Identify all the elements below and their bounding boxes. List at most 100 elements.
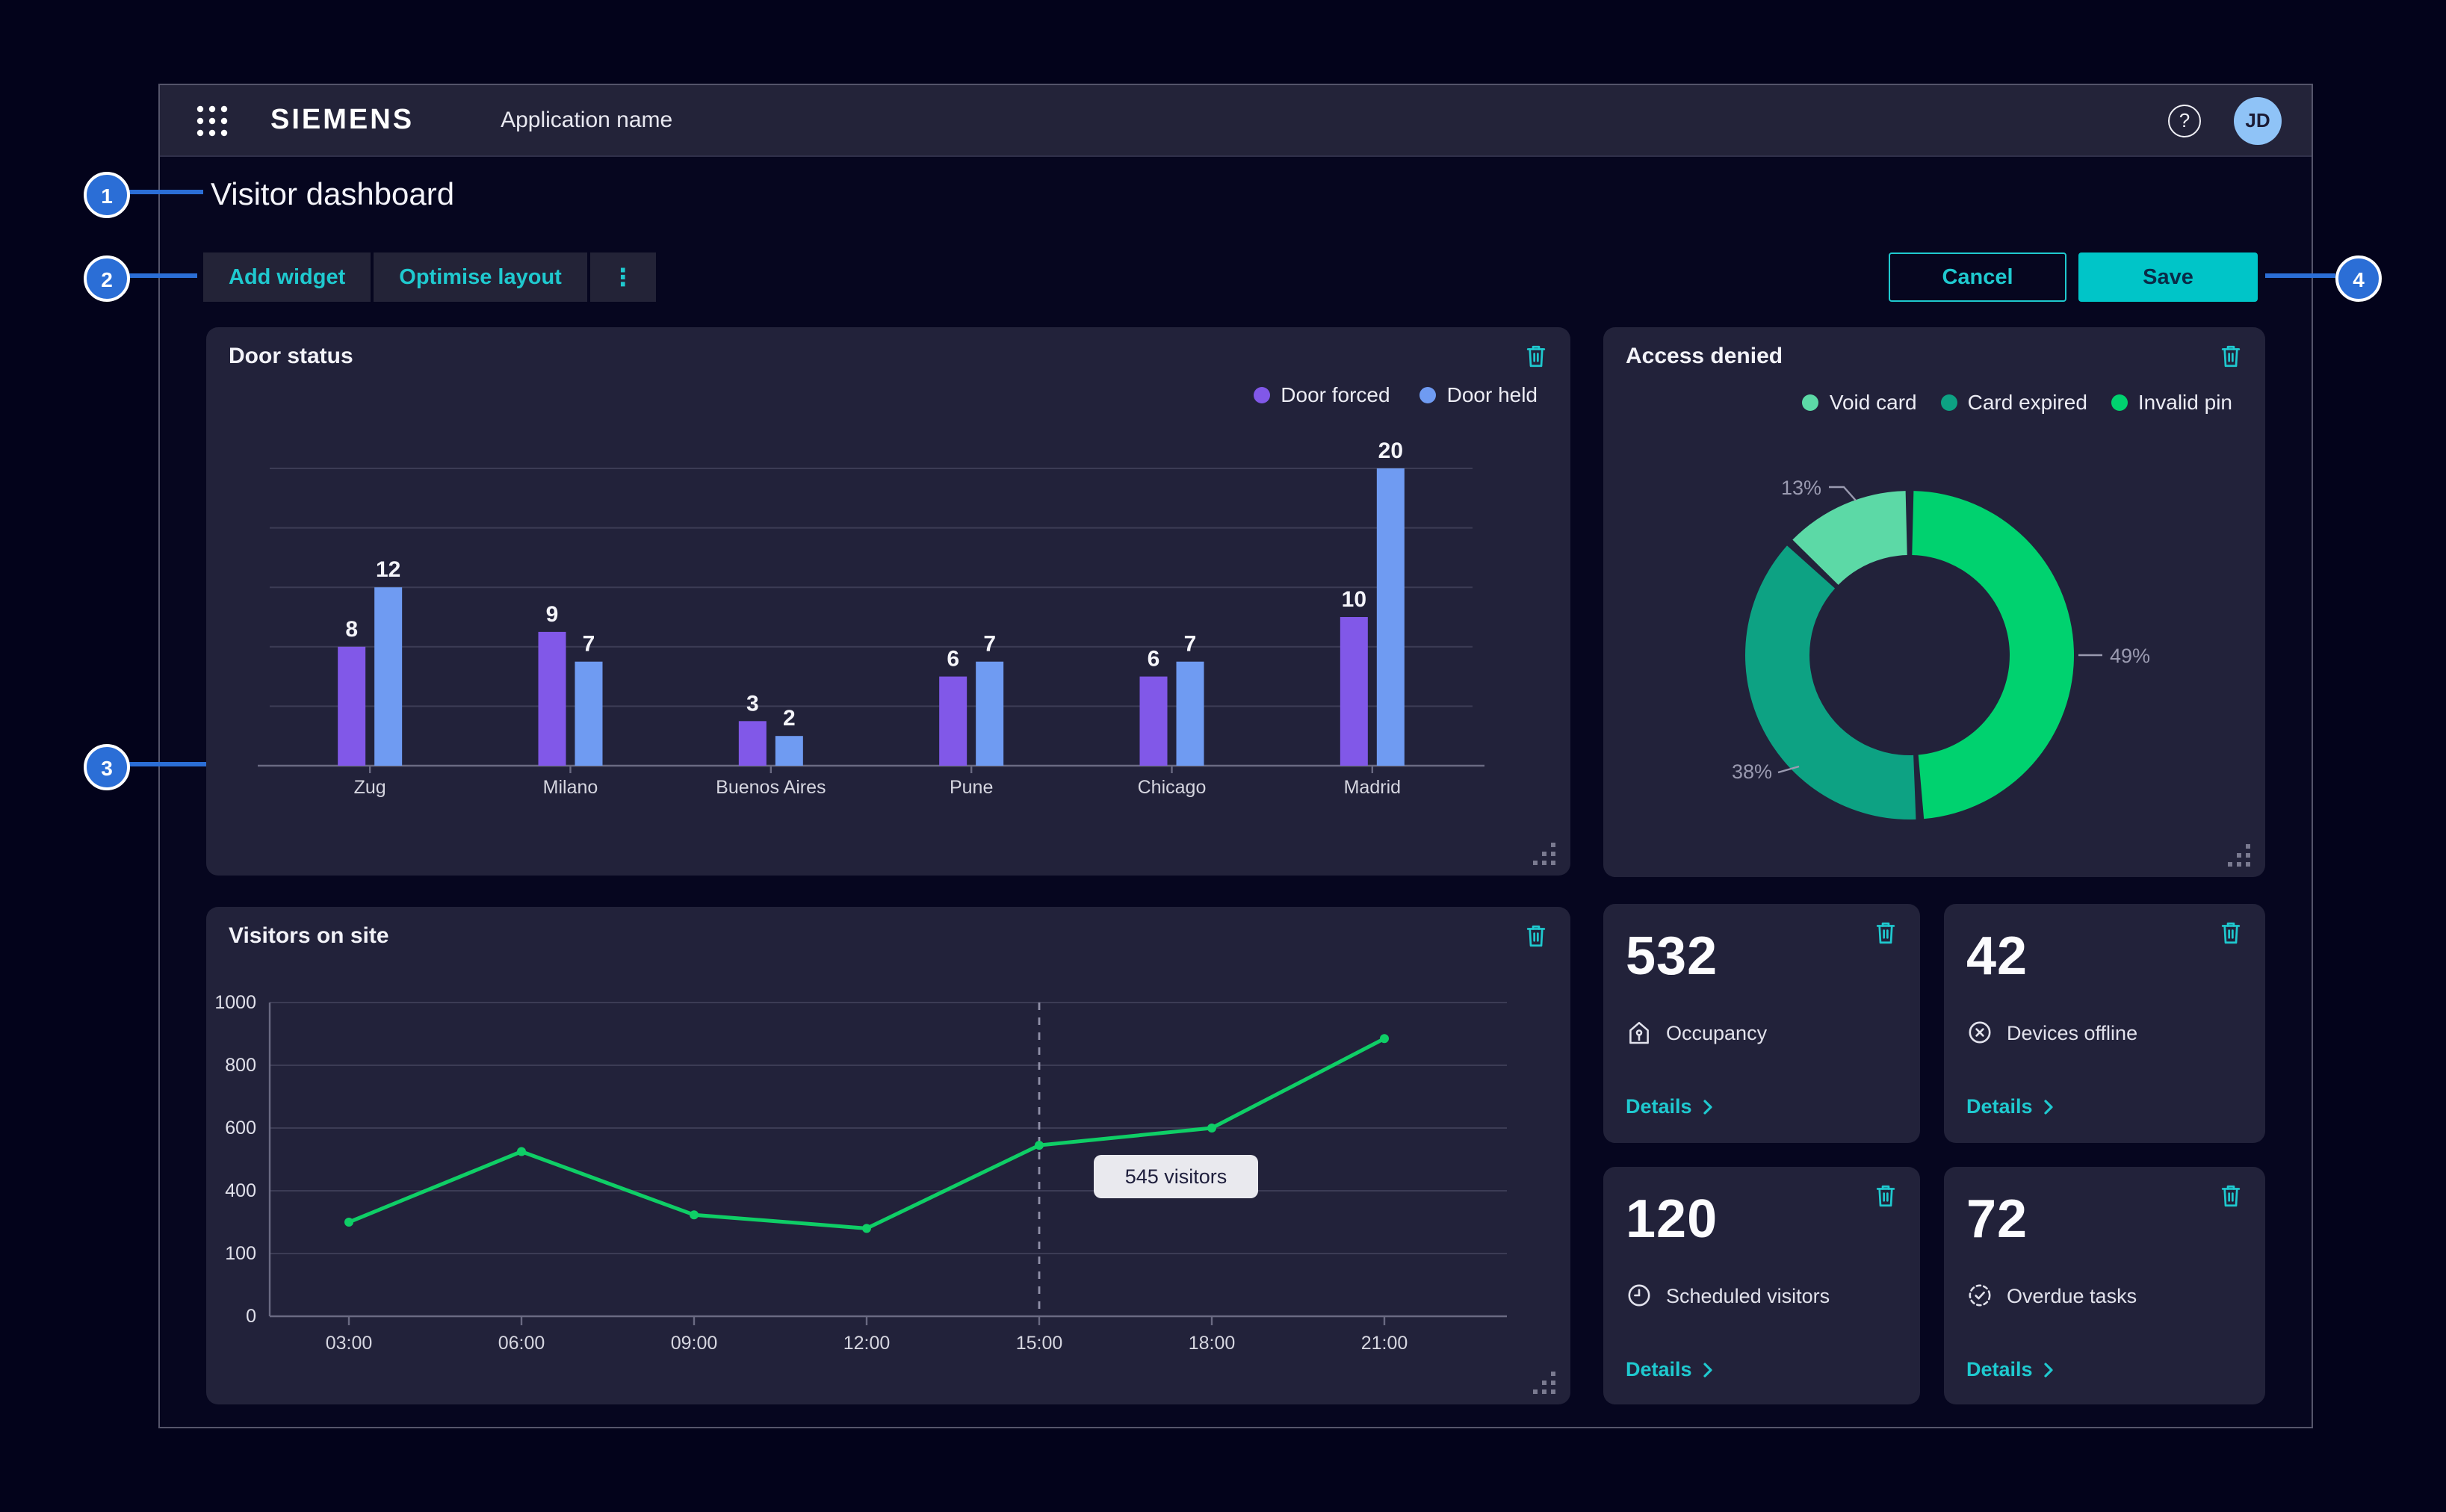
details-link[interactable]: Details xyxy=(1966,1358,2057,1381)
svg-text:9: 9 xyxy=(546,602,559,627)
svg-text:21:00: 21:00 xyxy=(1361,1333,1408,1354)
svg-text:8: 8 xyxy=(345,617,358,642)
svg-text:3: 3 xyxy=(746,691,759,716)
legend-dot-icon xyxy=(1254,386,1271,403)
svg-text:49%: 49% xyxy=(2110,645,2150,667)
device-offline-icon xyxy=(1969,1021,1991,1044)
svg-text:12:00: 12:00 xyxy=(843,1333,891,1354)
callout-2-line xyxy=(126,273,197,278)
clock-icon xyxy=(1628,1284,1650,1307)
svg-text:06:00: 06:00 xyxy=(498,1333,545,1354)
legend-label: Invalid pin xyxy=(2137,390,2232,414)
kpi-label: Occupancy xyxy=(1666,1021,1768,1044)
delete-widget-trash-icon[interactable] xyxy=(1523,922,1549,950)
legend-dot-icon xyxy=(1419,386,1437,403)
svg-text:38%: 38% xyxy=(1732,760,1772,783)
legend-label: Door forced xyxy=(1281,382,1390,406)
kpi-label: Overdue tasks xyxy=(2007,1284,2137,1307)
delete-widget-trash-icon[interactable] xyxy=(2217,919,2244,947)
chevron-right-icon xyxy=(1703,1362,1713,1377)
visitors-on-site-widget: Visitors on site 1000 800 600 400 100 0 03:00 0… xyxy=(206,907,1570,1404)
more-options-kebab-icon[interactable]: ⋮ xyxy=(589,252,656,302)
access-denied-legend: Void card Card expired Invalid pin xyxy=(1802,390,2232,414)
kpi-value: 72 xyxy=(1966,1188,2028,1249)
legend-item-card-expired[interactable]: Card expired xyxy=(1940,390,2087,414)
delete-widget-trash-icon[interactable] xyxy=(1872,1182,1899,1210)
door-status-title: Door status xyxy=(229,344,353,369)
svg-text:18:00: 18:00 xyxy=(1189,1333,1236,1354)
access-denied-widget: Access denied Void card Card expired Inval… xyxy=(1603,327,2265,877)
svg-text:Chicago: Chicago xyxy=(1138,777,1207,798)
svg-text:7: 7 xyxy=(1184,632,1197,657)
delete-widget-trash-icon[interactable] xyxy=(1872,919,1899,947)
callout-2-badge: 2 xyxy=(84,255,130,302)
svg-text:7: 7 xyxy=(983,632,996,657)
kpi-value: 42 xyxy=(1966,925,2028,986)
kpi-card-occupancy: 532 Occupancy Details xyxy=(1603,904,1920,1143)
resize-grip-icon[interactable] xyxy=(2226,844,2253,867)
application-name: Application name xyxy=(501,108,673,133)
kpi-value: 120 xyxy=(1626,1188,1718,1249)
callout-1-line xyxy=(126,190,203,194)
access-denied-title: Access denied xyxy=(1626,344,1783,369)
callout-3-line xyxy=(126,762,206,766)
svg-text:09:00: 09:00 xyxy=(671,1333,718,1354)
optimise-layout-button[interactable]: Optimise layout xyxy=(374,252,587,302)
details-link[interactable]: Details xyxy=(1966,1095,2057,1118)
callout-1-badge: 1 xyxy=(84,172,130,218)
delete-widget-trash-icon[interactable] xyxy=(2217,1182,2244,1210)
legend-item-void-card[interactable]: Void card xyxy=(1802,390,1917,414)
svg-text:12: 12 xyxy=(376,557,400,582)
details-link[interactable]: Details xyxy=(1626,1358,1716,1381)
resize-grip-icon[interactable] xyxy=(1532,1372,1558,1394)
legend-item-door-forced[interactable]: Door forced xyxy=(1254,382,1390,406)
add-widget-button[interactable]: Add widget xyxy=(203,252,371,302)
callout-3-badge: 3 xyxy=(84,744,130,790)
delete-widget-trash-icon[interactable] xyxy=(1523,342,1549,371)
svg-text:20: 20 xyxy=(1378,439,1403,463)
save-button[interactable]: Save xyxy=(2078,252,2258,302)
svg-text:Buenos Aires: Buenos Aires xyxy=(716,777,826,798)
svg-text:10: 10 xyxy=(1342,587,1366,612)
svg-text:0: 0 xyxy=(246,1306,256,1327)
user-avatar[interactable]: JD xyxy=(2234,96,2282,144)
details-link[interactable]: Details xyxy=(1626,1095,1716,1118)
svg-text:100: 100 xyxy=(225,1243,256,1264)
page-title: Visitor dashboard xyxy=(211,178,455,212)
layout-toolbar: Add widget Optimise layout ⋮ xyxy=(203,252,656,302)
legend-label: Void card xyxy=(1829,390,1917,414)
kpi-label: Devices offline xyxy=(2007,1021,2138,1044)
legend-label: Card expired xyxy=(1967,390,2087,414)
chevron-right-icon xyxy=(2044,1099,2054,1114)
kpi-label: Scheduled visitors xyxy=(1666,1284,1830,1307)
legend-label: Door held xyxy=(1446,382,1538,406)
edit-actions: Cancel Save xyxy=(1889,252,2258,302)
svg-text:6: 6 xyxy=(1148,647,1160,672)
access-denied-donut-chart: 49% 38% 13% xyxy=(1732,477,2150,819)
legend-item-door-held[interactable]: Door held xyxy=(1419,382,1538,406)
task-check-icon xyxy=(1969,1284,1991,1307)
app-window: SIEMENS Application name ? JD Visitor da… xyxy=(158,84,2313,1428)
kpi-card-scheduled-visitors: 120 Scheduled visitors Details xyxy=(1603,1167,1920,1404)
kpi-card-overdue-tasks: 72 Overdue tasks Details xyxy=(1944,1167,2265,1404)
help-icon[interactable]: ? xyxy=(2168,104,2201,137)
legend-item-invalid-pin[interactable]: Invalid pin xyxy=(2111,390,2232,414)
svg-text:6: 6 xyxy=(947,647,959,672)
resize-grip-icon[interactable] xyxy=(1532,843,1558,865)
chevron-right-icon xyxy=(1703,1099,1713,1114)
svg-text:Pune: Pune xyxy=(950,777,993,798)
svg-text:03:00: 03:00 xyxy=(326,1333,373,1354)
svg-text:13%: 13% xyxy=(1781,477,1821,499)
callout-4-line xyxy=(2265,273,2335,278)
chart-tooltip: 545 visitors xyxy=(1094,1155,1258,1198)
cancel-button[interactable]: Cancel xyxy=(1889,252,2066,302)
app-launcher-icon[interactable] xyxy=(196,104,229,137)
svg-text:400: 400 xyxy=(225,1180,256,1201)
door-status-widget: Door status Door forced Door held Zug 8 12 M… xyxy=(206,327,1570,876)
delete-widget-trash-icon[interactable] xyxy=(2217,342,2244,371)
visitors-on-site-title: Visitors on site xyxy=(229,923,389,949)
svg-text:2: 2 xyxy=(783,706,796,731)
